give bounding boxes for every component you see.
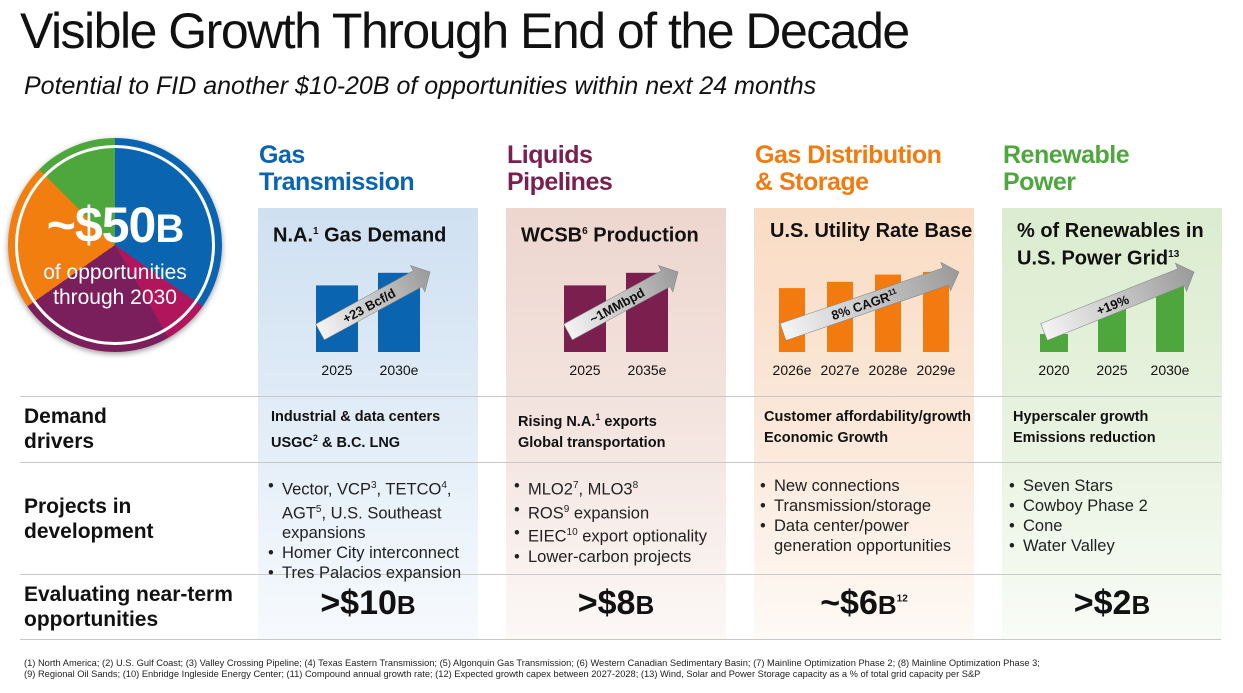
tick-label: 2029e [917,362,956,378]
tick-label: 2028e [869,362,908,378]
page-title: Visible Growth Through End of the Decade [20,3,910,59]
badge-caption-line1: of opportunities [43,261,187,284]
opportunities-badge: ~$50B of opportunities through 2030 [8,138,222,352]
list-item: generation opportunities [774,537,952,555]
divider [20,574,1221,575]
list-item: Data center/power [760,516,951,536]
tick-label: 2020 [1038,362,1069,378]
column-title-gas-distribution: Gas Distribution & Storage [755,141,942,196]
list-item: Lower-carbon projects [514,547,707,567]
tick-label: 2027e [821,362,860,378]
badge-amount-unit: B [155,207,184,251]
tick-label: 2025 [321,362,352,378]
value-gas-distribution: ~$6B12 [820,584,908,622]
chart-title-gas-demand: N.A.1 Gas Demand [273,224,447,247]
projects-gas-transmission: Vector, VCP3, TETCO4, AGT5, U.S. Southea… [268,476,461,583]
list-item: AGT5, U.S. Southeast [282,503,442,523]
tick-label: 2035e [628,362,667,378]
list-item: Cone [1009,516,1148,536]
chart-wcsb-production: 2025 2035e ~1MMbpd [516,256,716,381]
value-liquids-pipelines: >$8B [577,584,655,622]
drivers-liquids-pipelines: Rising N.A.1 exports Global transportati… [518,412,666,451]
drivers-renewable-power: Hyperscaler growth Emissions reduction [1013,409,1156,446]
list-item: EIEC10 export optionality [514,523,707,547]
badge-amount: ~$50B [8,196,222,254]
list-item: Transmission/storage [760,496,951,516]
tick-label: 2030e [1151,362,1190,378]
divider [20,639,1221,640]
chart-title-wcsb-production: WCSB6 Production [521,224,699,247]
list-item: expansions [282,524,366,542]
tick-label: 2026e [773,362,812,378]
projects-gas-distribution: New connections Transmission/storage Dat… [760,476,951,556]
row-label-projects: Projects in development [24,495,154,543]
column-title-renewable-power: Renewable Power [1003,141,1130,196]
list-item: Seven Stars [1009,476,1148,496]
footnotes-line1: (1) North America; (2) U.S. Gulf Coast; … [24,658,1040,668]
projects-renewable-power: Seven Stars Cowboy Phase 2 Cone Water Va… [1009,476,1148,556]
projects-liquids-pipelines: MLO27, MLO38 ROS9 expansion EIEC10 expor… [514,476,707,567]
list-item: MLO27, MLO38 [514,476,707,500]
tick-label: 2025 [1096,362,1127,378]
badge-caption: of opportunities through 2030 [8,260,222,310]
drivers-gas-distribution: Customer affordability/growth Economic G… [764,409,972,446]
footnotes-line2: (9) Regional Oil Sands; (10) Enbridge In… [24,669,981,679]
value-gas-transmission: >$10B [320,584,416,622]
badge-amount-value: ~$50 [46,197,157,253]
list-item: Tres Palacios expansion [268,563,461,583]
badge-caption-line2: through 2030 [53,286,177,309]
badge-ring [15,145,215,345]
column-title-liquids-pipelines: Liquids Pipelines [507,141,613,196]
chart-utility-rate-base: 2026e 2027e 2028e 2029e 8% CAGR11 [764,256,964,381]
value-renewable-power: >$2B [1073,584,1151,622]
divider [20,396,1221,397]
panel-liquids-pipelines [506,208,726,640]
footnotes: (1) North America; (2) U.S. Gulf Coast; … [24,658,1224,680]
chart-gas-demand: 2025 2030e +23 Bcf/d [268,256,468,381]
row-label-evaluating: Evaluating near-term opportunities [24,583,233,631]
page-subtitle: Potential to FID another $10-20B of oppo… [24,72,817,100]
divider [20,462,1221,463]
chart-title-utility-rate-base: U.S. Utility Rate Base [770,220,973,242]
chart-title-renewables-share: % of Renewables in U.S. Power Grid13 [1017,220,1204,270]
chart-renewables-share: 2020 2025 2030e +19% [1012,256,1212,381]
column-title-gas-transmission: Gas Transmission [259,141,415,196]
tick-label: 2030e [380,362,419,378]
row-label-demand-drivers: Demand drivers [24,405,107,453]
list-item: Cowboy Phase 2 [1009,496,1148,516]
list-item: Water Valley [1009,536,1148,556]
drivers-gas-transmission: Industrial & data centers USGC2 & B.C. L… [271,409,441,451]
list-item: ROS9 expansion [514,500,707,524]
tick-label: 2025 [569,362,600,378]
list-item: Homer City interconnect [268,543,461,563]
list-item: Vector, VCP3, TETCO4, [268,476,461,500]
list-item: New connections [760,476,951,496]
